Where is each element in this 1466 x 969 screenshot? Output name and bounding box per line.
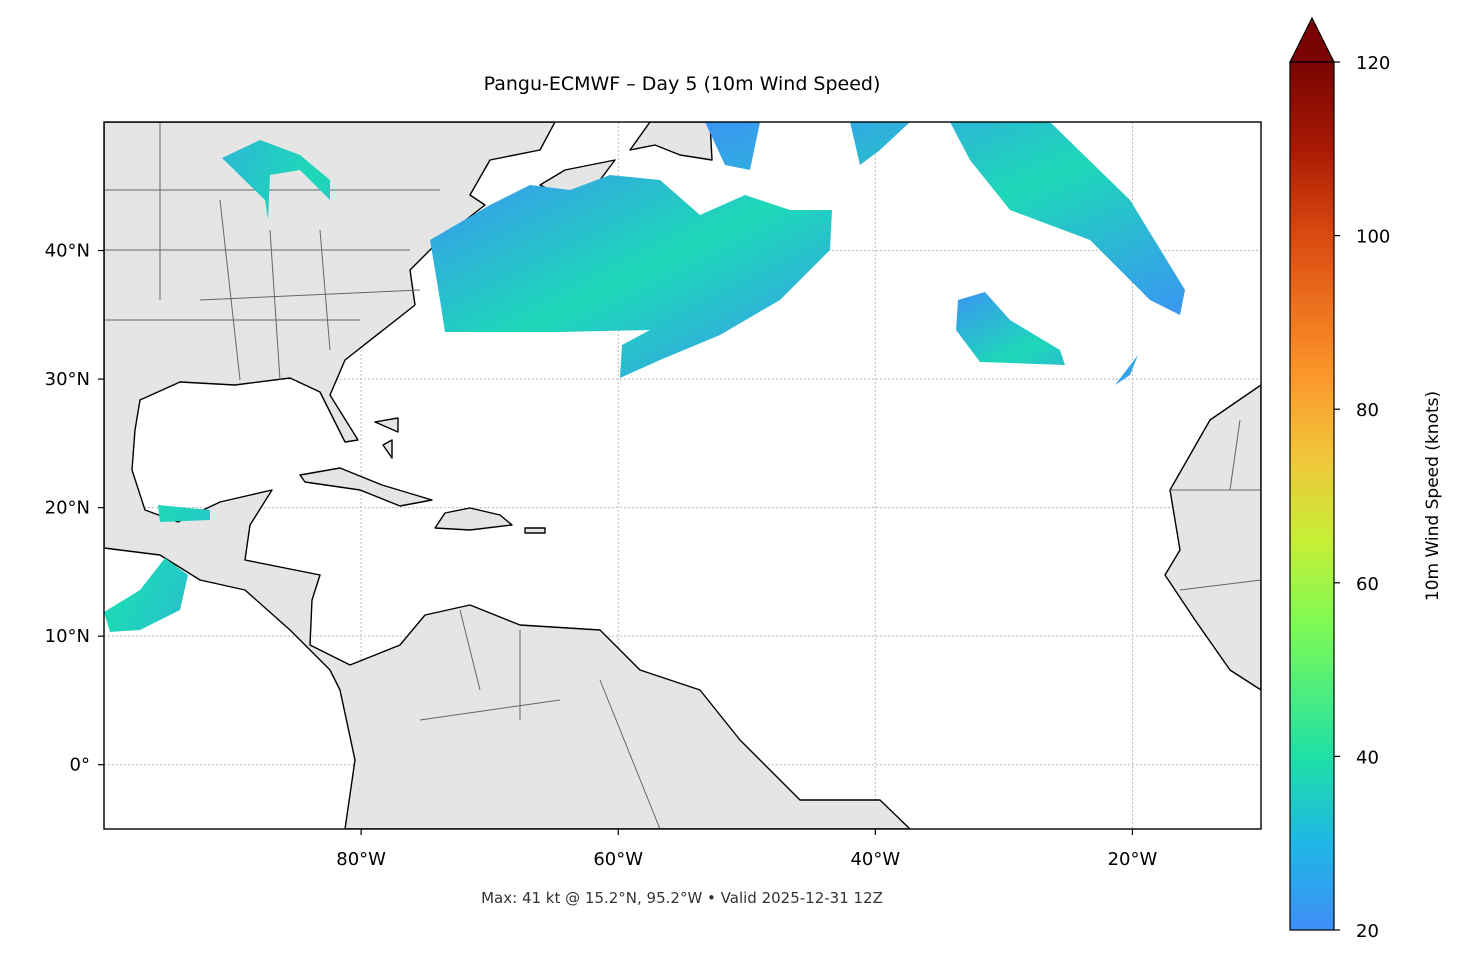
ticks: 80°W 60°W 40°W 20°W 0° 10°N 20°N 30°N 40°N 20 40 60…: [45, 53, 1391, 942]
footnote: Max: 41 kt @ 15.2°N, 95.2°W • Valid 2025…: [481, 889, 883, 907]
y-tick-label: 30°N: [45, 369, 90, 390]
map-area: [104, 122, 1261, 829]
x-tick-label: 80°W: [336, 849, 386, 870]
hispaniola: [434, 507, 546, 534]
y-tick-label: 20°N: [45, 498, 90, 519]
colorbar-tick-label: 120: [1356, 53, 1390, 74]
cuba: [299, 467, 433, 507]
bahamas: [374, 417, 399, 459]
x-tick-label: 60°W: [593, 849, 643, 870]
colorbar-extend: [1289, 16, 1335, 63]
colorbar-tick-label: 20: [1356, 921, 1379, 942]
americas: [104, 122, 911, 829]
x-tick-label: 40°W: [850, 849, 900, 870]
colorbar-tick-label: 100: [1356, 227, 1390, 248]
wind-area: [430, 175, 832, 378]
wind-area: [705, 122, 1185, 315]
map-title: Pangu-ECMWF – Day 5 (10m Wind Speed): [484, 73, 881, 95]
borders: [104, 122, 1261, 829]
wind-area: [956, 292, 1138, 385]
africa: [1164, 384, 1261, 691]
y-tick-label: 40°N: [45, 241, 90, 262]
wind-area: [104, 140, 330, 632]
colorbar-tick-label: 60: [1356, 574, 1379, 595]
y-tick-label: 0°: [70, 755, 90, 776]
x-tick-label: 20°W: [1108, 849, 1158, 870]
colorbar-label: 10m Wind Speed (knots): [1423, 391, 1443, 601]
colorbar-frame: [1289, 61, 1335, 931]
y-tick-label: 10°N: [45, 626, 90, 647]
colorbar: [1290, 62, 1334, 930]
map-frame: [103, 121, 1262, 830]
colorbar-tick-label: 80: [1356, 400, 1379, 421]
colorbar-tick-label: 40: [1356, 747, 1379, 768]
